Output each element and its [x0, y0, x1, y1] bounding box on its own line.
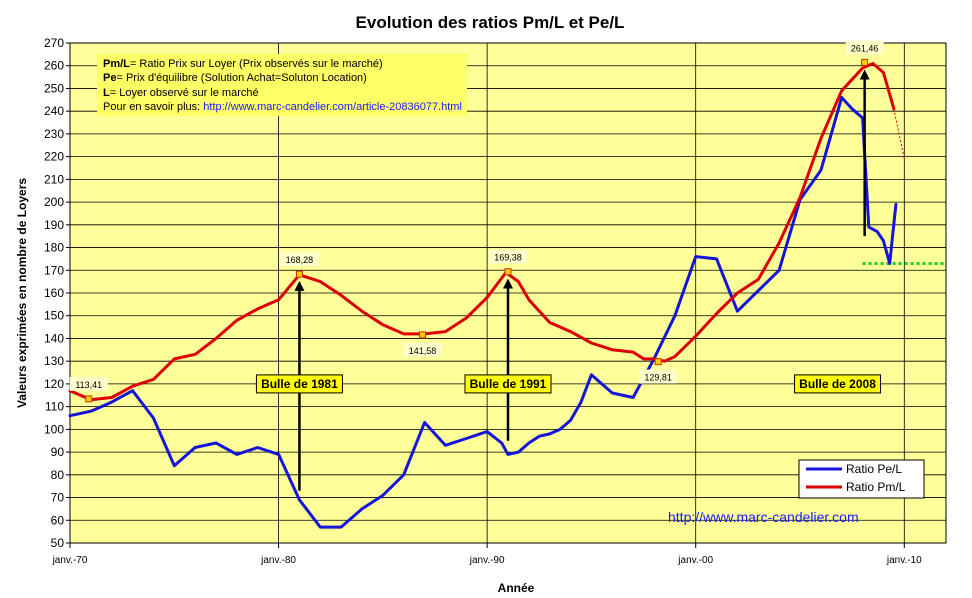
legend-label-pe: Ratio Pe/L	[846, 462, 902, 476]
peak-label-bg-4	[489, 249, 527, 264]
peak-label-5: 129,81	[644, 373, 672, 383]
axes: 50 60 70 80 90 100 110 120 130 140 150 160 170 180 190…	[44, 36, 947, 566]
y-tick-label-70: 70	[51, 491, 65, 505]
plot-border	[69, 42, 947, 544]
peak-label-4: 169,38	[494, 253, 522, 263]
y-tick-label-90: 90	[51, 445, 65, 459]
series-line-pm	[68, 62, 896, 402]
peak-label-bg-3	[403, 342, 442, 357]
bubble-label-1: Bulle de 1981	[261, 377, 338, 391]
x-tick-label-1980: janv.-80	[260, 555, 296, 566]
y-tick-label-120: 120	[44, 377, 64, 391]
annotations: Bulle de 1981 Bulle de 1991 Bulle de 2008 1…	[69, 40, 884, 491]
peak-marker-6	[861, 58, 869, 66]
series-line-pe	[68, 96, 898, 529]
y-tick-label-150: 150	[44, 309, 64, 323]
y-tick-label-80: 80	[51, 468, 65, 482]
info-link[interactable]: http://www.marc-candelier.com/article-20…	[203, 101, 462, 113]
info-line-3: L= Loyer observé sur le marché	[103, 87, 259, 99]
legend-box	[798, 459, 925, 499]
peak-marker-1	[85, 395, 93, 403]
bubble-label-2: Bulle de 1991	[470, 377, 547, 391]
y-tick-label-200: 200	[44, 195, 64, 209]
bubble-box-2	[464, 374, 552, 394]
peak-label-3: 141,58	[409, 346, 437, 356]
peak-marker-5	[654, 358, 662, 366]
y-tick-label-270: 270	[44, 36, 64, 50]
peak-marker-4	[504, 268, 512, 276]
peak-label-6: 261,46	[851, 43, 879, 53]
bubble-box-3	[794, 374, 882, 394]
peak-label-2: 168,28	[286, 255, 314, 265]
watermark-link[interactable]: http://www.marc-candelier.com	[668, 509, 859, 525]
y-tick-label-240: 240	[44, 104, 64, 118]
info-line-2: Pe= Prix d'équilibre (Solution Achat=Sol…	[103, 72, 367, 84]
chart-title: Evolution des ratios Pm/L et Pe/L	[356, 13, 625, 32]
x-tick-label-1990: janv.-90	[469, 555, 505, 566]
info-box-background	[97, 54, 467, 116]
peak-label-bg-1	[69, 376, 108, 391]
legend-label-pm: Ratio Pm/L	[846, 480, 906, 494]
y-tick-label-230: 230	[44, 127, 64, 141]
x-tick-label-1970: janv.-70	[52, 555, 88, 566]
series-layer	[68, 62, 946, 529]
peak-label-bg-6	[845, 40, 884, 55]
arrow-head-1	[294, 280, 305, 291]
y-tick-label-190: 190	[44, 218, 64, 232]
y-tick-label-210: 210	[44, 172, 64, 186]
y-tick-label-140: 140	[44, 331, 64, 345]
y-tick-label-250: 250	[44, 81, 64, 95]
x-axis-label: Année	[498, 581, 535, 595]
y-tick-label-100: 100	[44, 422, 64, 436]
y-tick-label-170: 170	[44, 263, 64, 277]
y-tick-label-110: 110	[45, 400, 64, 414]
x-tick-label-2000: janv.-00	[677, 555, 713, 566]
peak-label-bg-5	[639, 369, 678, 384]
peak-label-bg-2	[280, 252, 319, 267]
legend: Ratio Pe/L Ratio Pm/L	[798, 459, 925, 499]
y-tick-label-160: 160	[44, 286, 64, 300]
x-tick-label-2010: janv.-10	[886, 555, 922, 566]
info-line-1: Pm/L= Ratio Prix sur Loyer (Prix observé…	[103, 58, 383, 70]
y-tick-label-60: 60	[51, 513, 65, 527]
y-tick-label-180: 180	[44, 241, 64, 255]
y-tick-label-50: 50	[51, 536, 65, 550]
peak-label-1: 113,41	[75, 380, 102, 390]
bubble-box-1	[255, 374, 343, 394]
y-axis-label: Valeurs exprimées en nombre de Loyers	[15, 178, 29, 408]
y-tick-label-260: 260	[44, 59, 64, 73]
bubble-label-3: Bulle de 2008	[799, 377, 876, 391]
y-tick-label-220: 220	[44, 150, 64, 164]
peak-marker-2	[295, 270, 303, 278]
arrow-head-2	[503, 278, 513, 289]
info-line-4: Pour en savoir plus: http://www.marc-can…	[103, 101, 462, 113]
peak-marker-3	[418, 331, 426, 339]
info-box: Pm/L= Ratio Prix sur Loyer (Prix observé…	[97, 54, 467, 116]
arrow-head-3	[859, 69, 870, 80]
series-projection-pm	[893, 108, 905, 160]
y-tick-label-130: 130	[44, 354, 64, 368]
